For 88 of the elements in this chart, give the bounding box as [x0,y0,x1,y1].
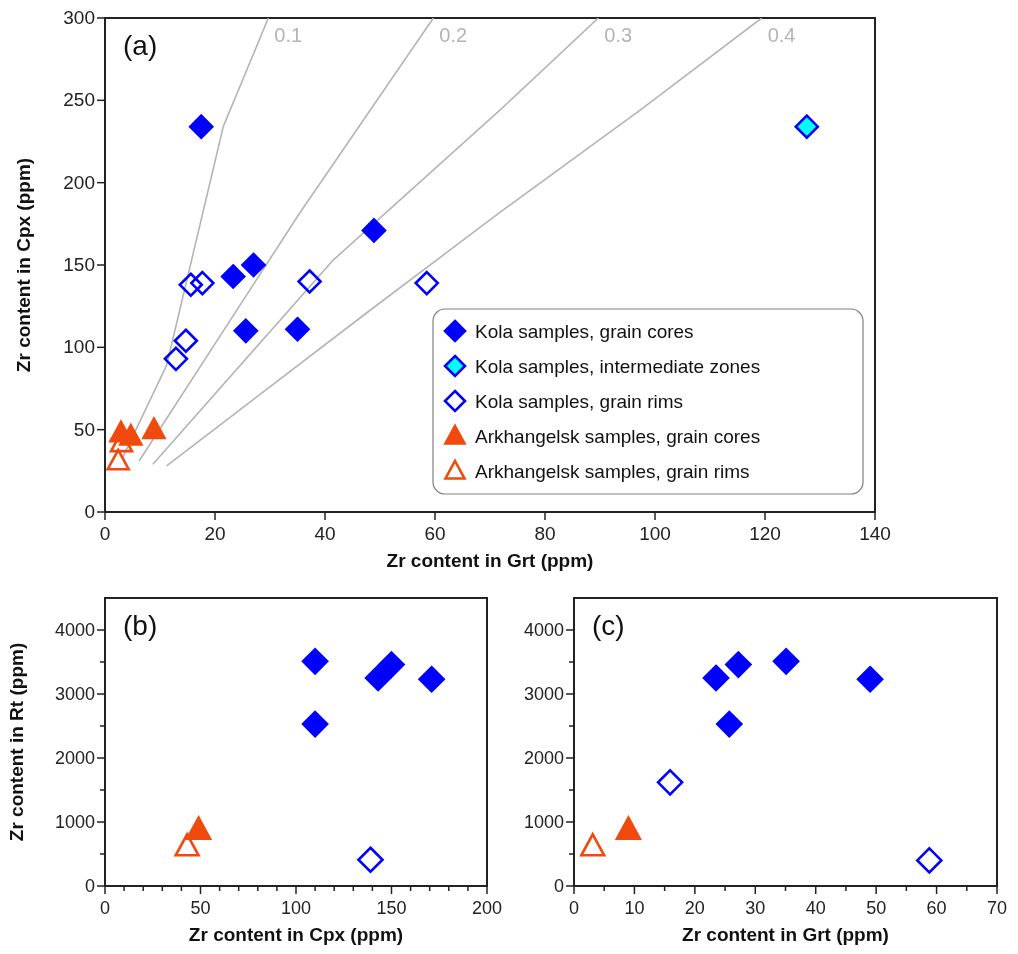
line-series [165,18,763,467]
point [378,651,405,678]
y-tick-label: 1000 [54,812,95,832]
x-tick-label: 50 [190,898,211,918]
point [220,264,246,289]
x-tick-label: 20 [684,898,705,918]
y-tick-label: 2000 [54,748,95,768]
y-tick-label: 250 [63,89,95,111]
point [357,846,384,874]
x-tick-label: 120 [749,523,781,544]
point [188,114,214,139]
x-axis-title: Zr content in Grt (ppm) [386,550,594,571]
point [725,651,752,678]
point [361,218,387,243]
x-tick-label: 100 [280,898,312,918]
y-tick-label: 1000 [523,812,564,832]
y-tick-label: 3000 [54,684,95,704]
point [285,316,310,342]
x-tick-label: 50 [866,898,887,918]
x-tick-label: 20 [204,523,226,544]
x-tick-label: 40 [314,523,336,544]
x-tick-label: 60 [424,523,446,544]
point [241,252,266,278]
x-tick-label: 10 [624,898,645,918]
x-tick-label: 100 [639,523,671,544]
series-label: 0.2 [439,24,468,46]
point [163,346,189,372]
y-tick-label: 200 [63,171,95,193]
legend-label: Arkhangelsk samples, grain rims [475,461,750,482]
point [301,710,329,738]
x-tick-label: 150 [376,898,407,918]
legend-label: Kola samples, grain rims [475,391,684,412]
point [178,272,204,298]
point [418,665,445,693]
point [716,710,743,738]
point [414,270,440,296]
point [615,816,642,840]
point [702,664,730,692]
y-tick-label: 0 [84,876,95,896]
series-label: 0.1 [274,24,303,46]
x-tick-label: 200 [471,898,503,918]
y-tick-label: 0 [84,501,95,522]
x-tick-label: 40 [805,898,826,918]
legend-label: Arkhangelsk samples, grain cores [475,426,761,447]
point [580,833,606,857]
point [185,816,212,840]
point [233,318,259,344]
point [174,833,200,857]
legend-label: Kola samples, intermediate zones [475,356,761,377]
y-tick-label: 50 [73,418,95,440]
point [856,665,884,693]
x-tick-label: 60 [926,898,947,918]
legend-label: Kola samples, grain cores [475,321,694,342]
y-tick-label: 3000 [523,684,564,704]
point [173,328,199,354]
point [656,769,684,796]
x-tick-label: 0 [568,898,580,918]
point [916,847,943,874]
y-tick-label: 100 [63,336,95,358]
y-tick-label: 300 [63,7,95,28]
chart-title: (c) [592,610,625,641]
chart-title: (a) [123,30,158,61]
point [301,648,329,675]
y-tick-label: 4000 [54,620,95,640]
y-tick-label: 2000 [523,748,564,768]
x-tick-label: 70 [986,898,1008,918]
point [142,417,166,440]
series-label: 0.4 [767,24,796,46]
point [297,269,322,294]
y-tick-label: 4000 [523,620,564,640]
point [794,114,820,139]
y-axis-title: Zr content in Cpx (ppm) [13,157,34,373]
x-tick-label: 30 [745,898,766,918]
series-label: 0.3 [604,24,633,46]
x-axis-title: Zr content in Cpx (ppm) [188,924,404,945]
x-tick-label: 0 [99,898,111,918]
x-tick-label: 140 [859,523,891,544]
point [106,448,130,471]
point [772,648,800,675]
y-tick-label: 0 [553,876,564,896]
chart-title: (b) [123,610,158,641]
x-tick-label: 80 [534,523,556,544]
x-axis-title: Zr content in Grt (ppm) [682,924,889,945]
y-tick-label: 150 [63,254,95,275]
point [364,664,392,692]
point [190,270,215,296]
x-tick-label: 0 [99,523,111,544]
y-axis-title: Zr content in Rt (ppm) [6,642,27,842]
